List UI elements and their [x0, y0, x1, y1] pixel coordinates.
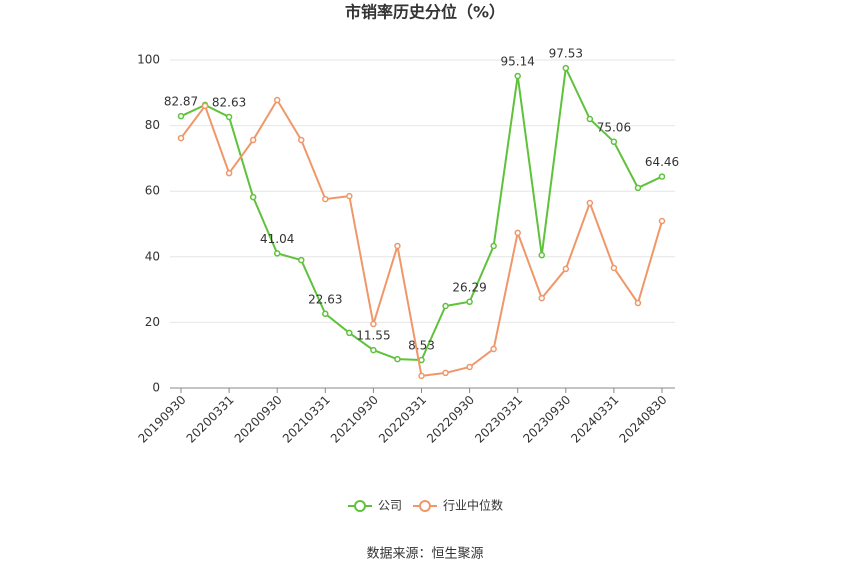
data-label: 11.55: [356, 329, 390, 343]
data-point: [201, 102, 209, 110]
data-point: [586, 115, 594, 123]
y-tick-label: 100: [137, 53, 160, 67]
data-point: [610, 264, 618, 272]
data-label: 95.14: [501, 54, 535, 68]
data-point: [177, 134, 185, 142]
y-tick-label: 20: [145, 315, 160, 329]
legend-marker: [354, 500, 366, 512]
data-point: [394, 242, 401, 250]
data-point: [322, 310, 329, 318]
data-point: [298, 136, 305, 144]
data-point: [370, 346, 377, 354]
x-tick-label: 20230930: [520, 393, 573, 446]
legend-marker: [419, 500, 431, 512]
legend-label: 公司: [378, 499, 402, 513]
data-point: [394, 355, 401, 363]
data-point: [418, 372, 425, 380]
data-point: [273, 250, 281, 257]
data-point: [514, 72, 521, 80]
y-tick-label: 40: [145, 249, 160, 263]
data-point: [298, 256, 305, 264]
data-point: [658, 173, 666, 180]
data-point: [538, 251, 545, 259]
data-point: [225, 169, 233, 177]
x-tick-label: 20230331: [472, 393, 525, 446]
data-point: [610, 138, 618, 146]
data-point: [466, 363, 473, 371]
data-point: [249, 136, 257, 144]
data-point: [370, 320, 377, 328]
x-tick-label: 20200331: [184, 393, 237, 446]
chart-title: 市销率历史分位（%）: [345, 3, 505, 22]
data-label: 26.29: [452, 280, 486, 294]
legend-label: 行业中位数: [443, 498, 503, 513]
data-point: [442, 302, 449, 310]
data-point: [562, 64, 570, 72]
y-tick-label: 0: [152, 381, 160, 395]
data-point: [177, 112, 185, 120]
data-point: [322, 195, 329, 203]
x-tick-label: 20240830: [617, 393, 670, 446]
x-tick-label: 20220930: [424, 393, 477, 446]
data-label: 8.53: [408, 339, 435, 353]
data-point: [273, 96, 281, 104]
x-tick-label: 20190930: [136, 393, 189, 446]
data-label: 82.63: [212, 95, 246, 109]
data-point: [490, 345, 497, 353]
data-point: [346, 192, 353, 200]
data-point: [346, 329, 353, 337]
data-point: [249, 193, 257, 201]
data-point: [225, 113, 233, 121]
x-tick-label: 20210930: [328, 393, 381, 446]
data-point: [442, 369, 449, 377]
series-line: [180, 64, 663, 362]
data-point: [634, 299, 642, 307]
x-tick-label: 20200930: [232, 393, 285, 446]
data-label: 97.53: [549, 47, 583, 61]
x-tick-label: 20240331: [568, 393, 621, 446]
data-point: [466, 298, 473, 306]
data-point: [490, 242, 497, 250]
data-point: [562, 265, 570, 273]
y-tick-label: 80: [145, 118, 160, 132]
data-point: [634, 184, 642, 192]
data-label: 75.06: [597, 120, 631, 134]
data-point: [586, 199, 594, 207]
y-tick-label: 60: [145, 184, 160, 198]
data-label: 22.63: [308, 292, 342, 306]
data-point: [538, 294, 545, 302]
x-tick-label: 20210331: [280, 393, 333, 446]
source: 数据来源：恒生聚源: [366, 547, 483, 562]
data-label: 64.46: [645, 155, 679, 169]
data-label: 82.87: [164, 95, 198, 109]
data-point: [658, 217, 666, 225]
data-label: 41.04: [260, 232, 294, 246]
x-tick-label: 20220331: [376, 393, 429, 446]
data-point: [514, 229, 521, 237]
